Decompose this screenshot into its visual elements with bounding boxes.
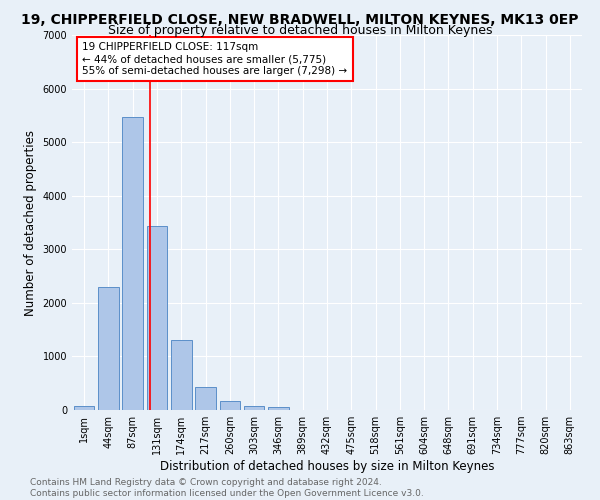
Bar	[146, 226, 167, 410]
Bar	[74, 406, 94, 410]
Bar	[195, 387, 216, 410]
X-axis label: Distribution of detached houses by size in Milton Keynes: Distribution of detached houses by size …	[160, 460, 494, 473]
Bar	[122, 116, 143, 410]
Text: Size of property relative to detached houses in Milton Keynes: Size of property relative to detached ho…	[108, 24, 492, 37]
Text: 19 CHIPPERFIELD CLOSE: 117sqm
← 44% of detached houses are smaller (5,775)
55% o: 19 CHIPPERFIELD CLOSE: 117sqm ← 44% of d…	[82, 42, 347, 76]
Y-axis label: Number of detached properties: Number of detached properties	[24, 130, 37, 316]
Text: 19, CHIPPERFIELD CLOSE, NEW BRADWELL, MILTON KEYNES, MK13 0EP: 19, CHIPPERFIELD CLOSE, NEW BRADWELL, MI…	[21, 12, 579, 26]
Bar	[171, 340, 191, 410]
Text: Contains HM Land Registry data © Crown copyright and database right 2024.
Contai: Contains HM Land Registry data © Crown c…	[30, 478, 424, 498]
Bar	[268, 407, 289, 410]
Bar	[220, 401, 240, 410]
Bar	[244, 406, 265, 410]
Bar	[98, 287, 119, 410]
